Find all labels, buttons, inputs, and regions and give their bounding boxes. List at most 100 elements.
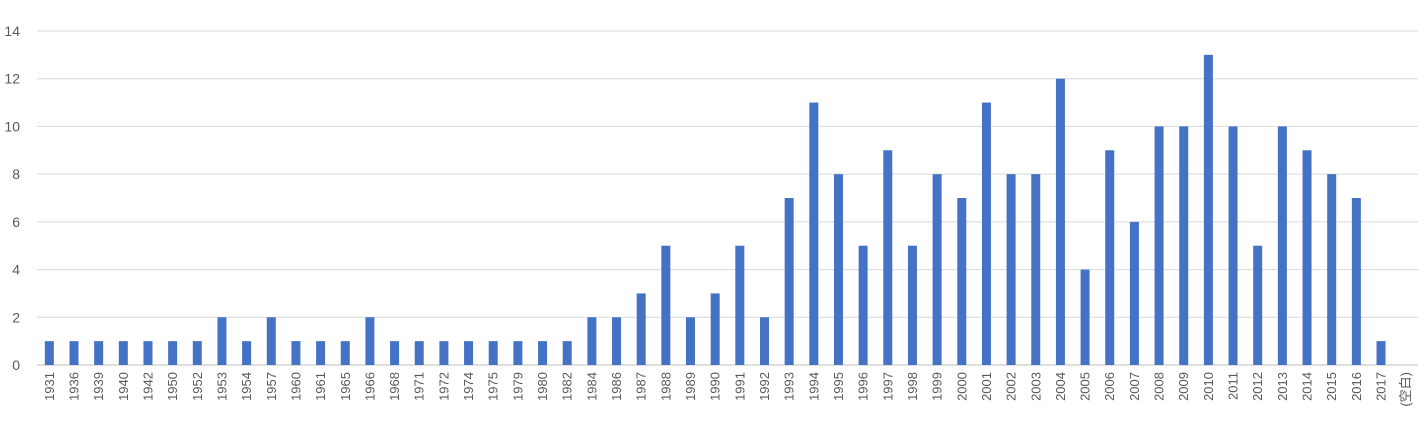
bar-1939	[94, 341, 104, 365]
x-tick-label: 1998	[905, 372, 920, 401]
x-tick-label: 1960	[288, 372, 303, 401]
x-tick-label: 1997	[880, 372, 895, 401]
bar-1989	[686, 317, 696, 365]
y-tick-label: 8	[12, 166, 20, 182]
x-tick-label: 1953	[214, 372, 229, 401]
x-tick-label: 1957	[264, 372, 279, 401]
bar-1942	[143, 341, 153, 365]
bar-1936	[69, 341, 79, 365]
bar-1974	[464, 341, 474, 365]
x-tick-label: 1940	[116, 372, 131, 401]
y-tick-label: 4	[12, 262, 20, 278]
bar-1980	[538, 341, 548, 365]
bar-2001	[981, 102, 991, 366]
bar-1999	[932, 174, 942, 365]
bar-2006	[1105, 150, 1115, 365]
bar-1950	[168, 341, 178, 365]
x-tick-label: 1950	[165, 372, 180, 401]
x-tick-label: 2002	[1004, 372, 1019, 401]
bar-1940	[118, 341, 128, 365]
bar-2011	[1228, 126, 1238, 365]
bar-1997	[883, 150, 893, 365]
bar-1960	[291, 341, 301, 365]
y-tick-label: 2	[12, 309, 20, 325]
bar-2004	[1055, 78, 1065, 365]
bar-2003	[1031, 174, 1041, 365]
y-tick-label: 6	[12, 214, 20, 230]
x-tick-label: 1988	[658, 372, 673, 401]
x-axis-ticks: 1931 1936 1939 1940 1942 1950 1952 1953 1954 1957…	[42, 372, 1413, 407]
y-tick-label: 12	[4, 71, 20, 87]
bar-2017	[1376, 341, 1386, 365]
bar-2016	[1351, 198, 1361, 365]
x-tick-label: 1984	[584, 372, 599, 401]
x-tick-label: 1994	[806, 372, 821, 401]
x-tick-label: 2003	[1028, 372, 1043, 401]
x-tick-label: 2015	[1324, 372, 1339, 401]
x-tick-label: 1974	[461, 372, 476, 401]
bar-1998	[907, 245, 917, 365]
x-tick-label: 1939	[91, 372, 106, 401]
bar-1986	[612, 317, 622, 365]
x-tick-label: 1936	[66, 372, 81, 401]
bar-1961	[316, 341, 326, 365]
bar-1968	[390, 341, 400, 365]
x-tick-label: 2014	[1300, 372, 1315, 401]
y-tick-label: 10	[4, 118, 20, 134]
bar-1988	[661, 245, 671, 365]
bar-1991	[735, 245, 745, 365]
x-tick-label: 1961	[313, 372, 328, 401]
x-tick-label: 2004	[1053, 372, 1068, 401]
bar-2008	[1154, 126, 1164, 365]
x-tick-label: 2008	[1152, 372, 1167, 401]
bar-2010	[1203, 54, 1213, 365]
x-tick-label: 2013	[1275, 372, 1290, 401]
x-tick-label: 1999	[930, 372, 945, 401]
x-tick-label: 1975	[486, 372, 501, 401]
x-tick-label: 1952	[190, 372, 205, 401]
x-tick-label: 2012	[1250, 372, 1265, 401]
bar-2005	[1080, 269, 1090, 365]
x-tick-label: 1979	[510, 372, 525, 401]
x-tick-label: 1931	[42, 372, 57, 401]
bar-2000	[957, 198, 967, 365]
x-tick-label: 2009	[1176, 372, 1191, 401]
x-tick-label: 1990	[708, 372, 723, 401]
x-tick-label: 1965	[338, 372, 353, 401]
x-tick-label: 1968	[387, 372, 402, 401]
bar-2015	[1327, 174, 1337, 365]
x-tick-label: 2010	[1201, 372, 1216, 401]
y-tick-label: 14	[4, 23, 20, 39]
x-tick-label: 1942	[140, 372, 155, 401]
bar-1931	[44, 341, 54, 365]
x-tick-label: 1982	[560, 372, 575, 401]
bar-1992	[759, 317, 769, 365]
x-tick-label: 2006	[1102, 372, 1117, 401]
x-tick-label: 1987	[634, 372, 649, 401]
bar-1971	[414, 341, 424, 365]
bar-1954	[242, 341, 252, 365]
x-tick-label: 1991	[732, 372, 747, 401]
bar-2002	[1006, 174, 1016, 365]
bar-2007	[1129, 221, 1139, 365]
x-tick-label: 2001	[979, 372, 994, 401]
bar-1995	[833, 174, 843, 365]
bar-1957	[266, 317, 276, 365]
x-tick-label: 1995	[831, 372, 846, 401]
bar-1952	[192, 341, 202, 365]
x-tick-label: 2016	[1349, 372, 1364, 401]
y-tick-label: 0	[12, 357, 20, 373]
x-tick-label: 2017	[1374, 372, 1389, 401]
bars	[44, 54, 1386, 366]
x-tick-label: 1954	[239, 372, 254, 401]
bar-1990	[710, 293, 720, 365]
bar-2013	[1277, 126, 1287, 365]
bar-2012	[1253, 245, 1263, 365]
y-axis-ticks: 0 2 4 6 8 10 12 14	[4, 23, 20, 373]
x-tick-label: 1996	[856, 372, 871, 401]
bar-1982	[562, 341, 572, 365]
x-tick-label: 2000	[954, 372, 969, 401]
x-tick-label: 1989	[683, 372, 698, 401]
x-tick-label: 1986	[609, 372, 624, 401]
